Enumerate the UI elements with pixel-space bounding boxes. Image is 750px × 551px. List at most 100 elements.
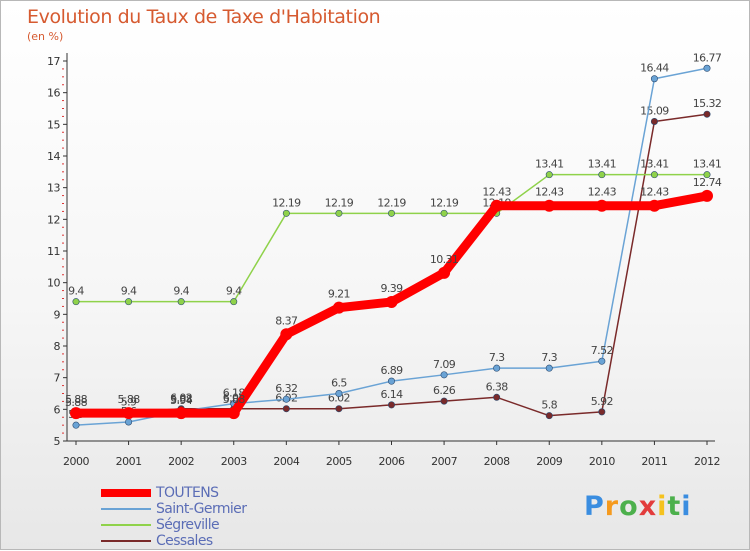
y-tick-label: 13: [47, 182, 60, 195]
data-point: [175, 407, 188, 420]
data-label: 6.32: [275, 382, 297, 395]
data-label: 5.88: [223, 393, 246, 406]
data-label: 5.9: [121, 396, 137, 409]
data-point: [332, 301, 345, 314]
legend-label: Ségreville: [156, 517, 220, 533]
data-label: 7.3: [541, 351, 557, 364]
data-label: 12.43: [640, 186, 669, 199]
data-label: 12.43: [588, 186, 617, 199]
data-label: 9.4: [173, 285, 189, 298]
data-label: 13.41: [535, 158, 564, 171]
data-label: 12.43: [482, 186, 511, 199]
data-point: [385, 295, 398, 308]
data-point: [387, 377, 395, 385]
legend-item: Saint-Germier: [101, 501, 361, 517]
data-point: [280, 328, 293, 341]
x-tick-label: 2009: [536, 455, 562, 468]
data-label: 13.41: [588, 158, 617, 171]
x-tick-label: 2011: [641, 455, 667, 468]
data-label: 12.19: [430, 196, 459, 209]
legend-item: Ségreville: [101, 517, 361, 533]
logo-letter: x: [638, 491, 658, 522]
data-point: [72, 421, 80, 429]
y-tick-label: 17: [47, 55, 60, 68]
legend-label: TOUTENS: [156, 485, 219, 501]
data-point: [440, 209, 448, 217]
y-tick-label: 12: [47, 213, 60, 226]
data-point: [543, 199, 556, 212]
data-point: [545, 364, 553, 372]
data-label: 15.32: [693, 97, 722, 110]
data-point: [335, 389, 343, 397]
y-tick-label: 8: [54, 340, 61, 353]
data-point: [72, 298, 80, 306]
data-point: [545, 412, 553, 420]
x-tick-label: 2000: [63, 455, 89, 468]
data-label: 6.89: [380, 364, 403, 377]
data-label: 15.09: [640, 104, 669, 117]
y-tick-label: 6: [54, 403, 61, 416]
y-tick-label: 10: [47, 277, 60, 290]
y-tick-label: 15: [47, 118, 60, 131]
data-point: [440, 371, 448, 379]
legend-label: Saint-Germier: [156, 501, 247, 517]
x-tick-label: 2006: [379, 455, 405, 468]
legend-label: Cessales: [156, 533, 213, 549]
y-tick-label: 14: [47, 150, 60, 163]
data-label: 12.74: [693, 176, 722, 189]
data-point: [650, 171, 658, 179]
logo-letter: P: [584, 491, 605, 522]
y-tick-label: 5: [54, 435, 61, 448]
data-point: [70, 407, 82, 420]
data-label: 12.19: [325, 196, 354, 209]
data-point: [598, 408, 606, 416]
data-point: [650, 117, 658, 125]
logo-letter: i: [681, 491, 692, 522]
y-tick-label: 11: [47, 245, 60, 258]
data-label: 9.4: [226, 285, 242, 298]
x-tick-label: 2004: [273, 455, 299, 468]
data-label: 12.19: [377, 196, 406, 209]
data-point: [493, 364, 501, 372]
legend-swatch: [101, 508, 151, 510]
data-label: 5.88: [65, 396, 88, 409]
data-point: [282, 209, 290, 217]
data-label: 7.52: [591, 344, 613, 357]
data-point: [177, 298, 185, 306]
data-point: [335, 209, 343, 217]
legend-swatch: [101, 489, 151, 497]
x-tick-label: 2007: [431, 455, 457, 468]
chart-title: Evolution du Taux de Taxe d'Habitation: [27, 6, 381, 28]
data-label: 5.92: [591, 395, 613, 408]
logo-letter: t: [667, 491, 682, 522]
data-point: [595, 199, 608, 212]
data-label: 13.41: [693, 158, 722, 171]
data-label: 5.8: [541, 399, 557, 412]
data-point: [490, 199, 503, 212]
data-label: 7.09: [433, 358, 456, 371]
x-tick-label: 2002: [168, 455, 194, 468]
data-label: 9.4: [121, 285, 137, 298]
data-point: [598, 171, 606, 179]
series-saint-germier: 5.55.65.946.186.326.56.897.097.37.37.521…: [68, 51, 722, 429]
data-point: [545, 171, 553, 179]
y-tick-label: 16: [47, 87, 60, 100]
data-label: 5.94: [170, 394, 193, 407]
data-point: [387, 209, 395, 217]
x-tick-label: 2008: [484, 455, 510, 468]
data-label: 7.3: [489, 351, 505, 364]
data-point: [227, 407, 240, 420]
data-label: 10.31: [430, 253, 459, 266]
x-tick-label: 2003: [221, 455, 247, 468]
data-point: [335, 405, 343, 413]
data-label: 5.88: [118, 393, 141, 406]
data-label: 6.38: [486, 380, 509, 393]
data-point: [230, 298, 238, 306]
data-label: 5.88: [170, 393, 193, 406]
data-point: [650, 75, 658, 83]
data-label: 12.43: [535, 186, 564, 199]
data-point: [387, 401, 395, 409]
x-tick-label: 2001: [116, 455, 142, 468]
data-point: [703, 64, 711, 72]
